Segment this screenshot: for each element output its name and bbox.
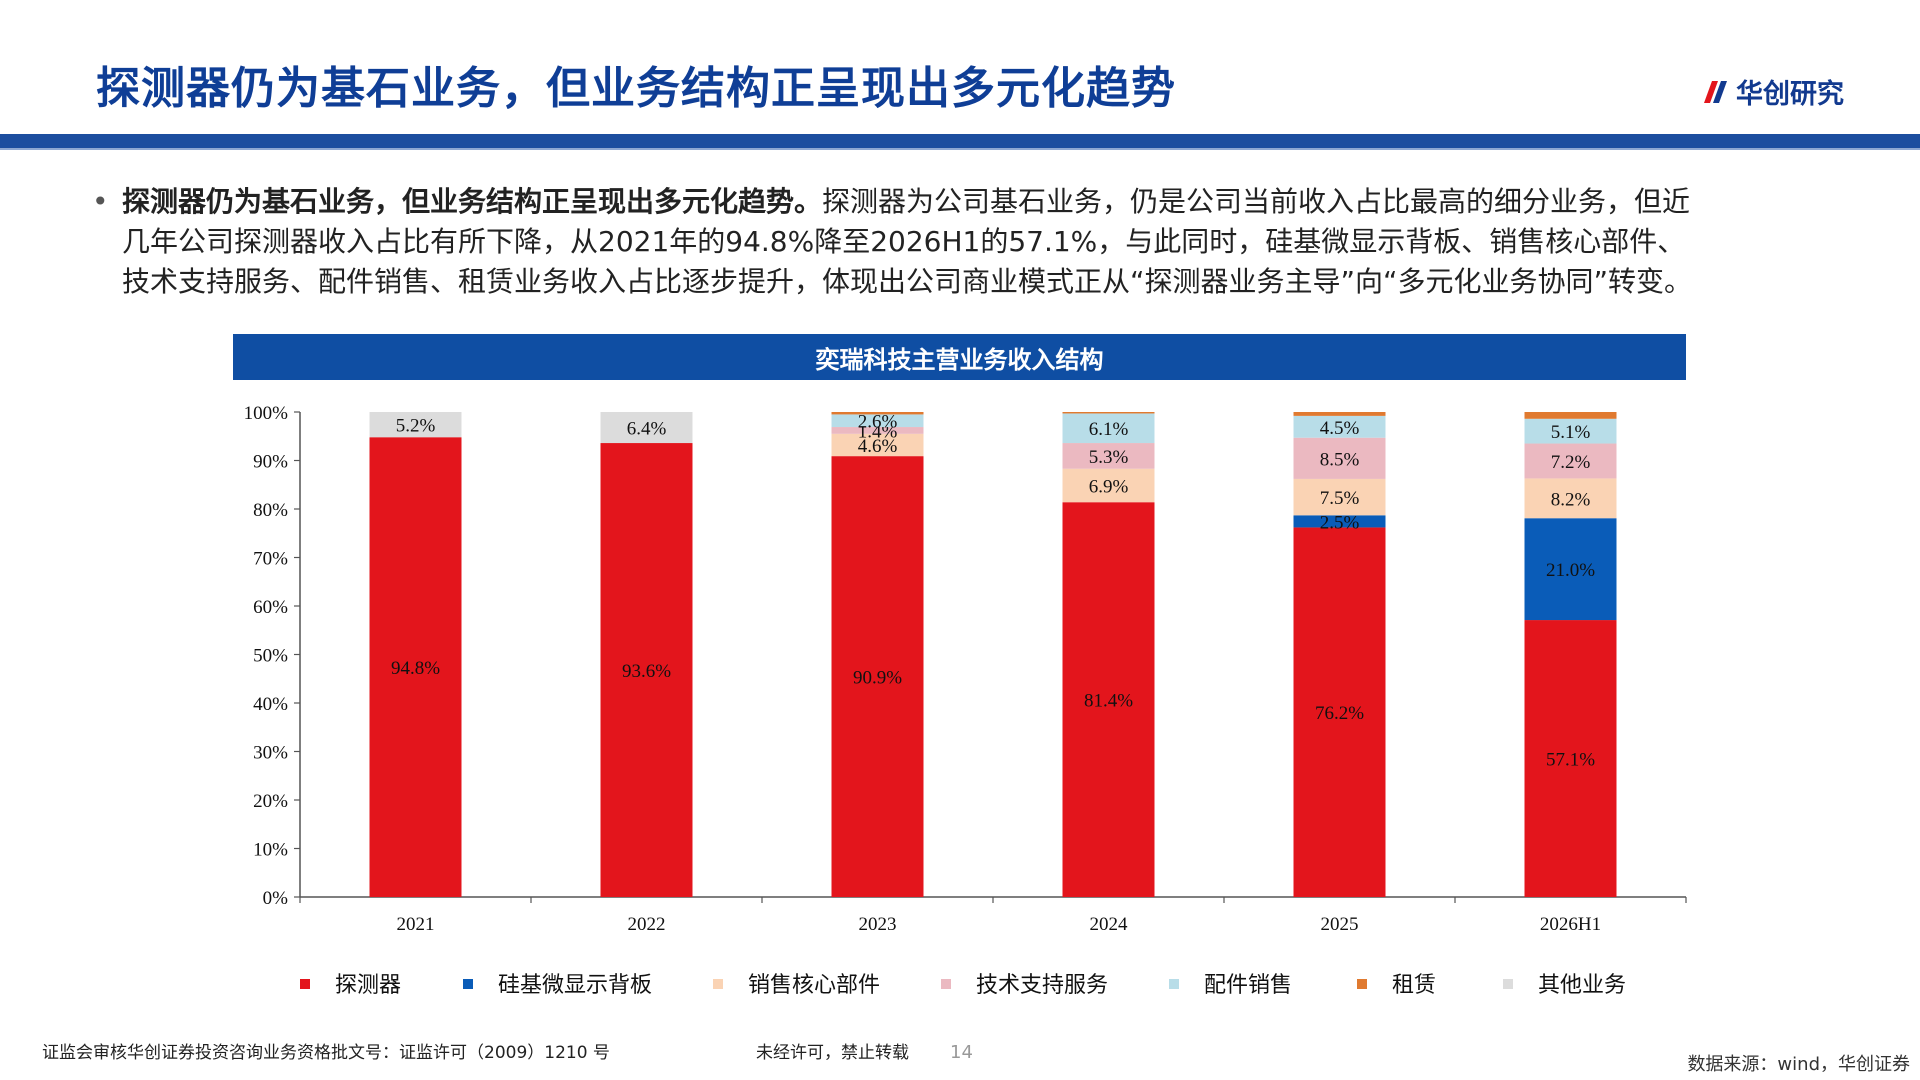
- legend-label: 配件销售: [1204, 973, 1292, 998]
- y-tick-label: 100%: [244, 403, 289, 424]
- bar-segment: [1293, 515, 1386, 528]
- bar-segment: [831, 456, 924, 897]
- legend-swatch: [713, 979, 723, 989]
- legend-label: 租赁: [1392, 973, 1436, 998]
- bar-segment: [1062, 413, 1155, 444]
- bar-segment: [1293, 412, 1386, 416]
- bar-segment: [1524, 418, 1617, 444]
- page-title: 探测器仍为基石业务，但业务结构正呈现出多元化趋势: [96, 63, 1176, 114]
- legend-swatch: [463, 979, 473, 989]
- y-tick-label: 70%: [253, 549, 288, 570]
- data-label: 94.8%: [391, 658, 440, 679]
- summary-bold: 探测器仍为基石业务，但业务结构正呈现出多元化趋势。: [122, 185, 823, 218]
- y-tick-label: 60%: [253, 597, 288, 618]
- legend-label: 其他业务: [1538, 973, 1626, 998]
- legend-label: 硅基微显示背板: [498, 973, 652, 998]
- bar-segment: [1062, 468, 1155, 503]
- data-label: 8.2%: [1551, 489, 1591, 510]
- x-tick-label: 2025: [1321, 914, 1359, 935]
- bar-segment: [600, 443, 693, 897]
- bar-segment: [600, 412, 693, 444]
- brand-logo-text: 华创研究: [1736, 79, 1844, 110]
- legend-label: 探测器: [335, 973, 401, 998]
- x-tick-label: 2022: [628, 914, 666, 935]
- stacked-bar-chart: 0% 10% 20% 30% 40% 50% 60% 70% 80% 90% 100% 94.8% 5.…: [244, 403, 1687, 998]
- bar-segment: [369, 437, 462, 897]
- summary-text: 探测器仍为基石业务，但业务结构正呈现出多元化趋势。探测器为公司基石业务，仍是公司…: [122, 182, 1712, 302]
- header-divider-bar: [0, 134, 1920, 148]
- data-label: 4.6%: [858, 436, 898, 457]
- y-tick-label: 80%: [253, 500, 288, 521]
- bar-segment: [1293, 527, 1386, 897]
- data-label: 5.1%: [1551, 422, 1591, 443]
- bar-segment: [1062, 502, 1155, 897]
- y-tick-label: 90%: [253, 452, 288, 473]
- data-source: 数据来源：wind，华创证券: [1687, 1054, 1910, 1075]
- bar-segment: [831, 427, 924, 434]
- x-tick-label: 2024: [1090, 914, 1129, 935]
- y-tick-label: 0%: [263, 888, 289, 909]
- data-label: 6.9%: [1089, 476, 1129, 497]
- bar-segment: [1062, 443, 1155, 469]
- legend-swatch: [941, 979, 951, 989]
- bar-segment: [831, 433, 924, 457]
- bar-segment: [831, 412, 924, 415]
- data-label: 5.2%: [396, 416, 436, 437]
- data-label: 93.6%: [622, 661, 671, 682]
- y-tick-label: 10%: [253, 840, 288, 861]
- bar-segment: [1524, 518, 1617, 621]
- header-divider-line: [0, 148, 1920, 150]
- y-tick-label: 40%: [253, 694, 288, 715]
- data-label: 81.4%: [1084, 691, 1133, 712]
- data-label: 8.5%: [1320, 449, 1360, 470]
- data-label: 2.5%: [1320, 512, 1360, 533]
- bar-segment: [369, 412, 462, 438]
- data-label: 76.2%: [1315, 703, 1364, 724]
- bar-segment: [1062, 412, 1155, 414]
- bullet-dot-icon: •: [92, 185, 109, 218]
- data-label: 21.0%: [1546, 560, 1595, 581]
- data-label: 7.5%: [1320, 488, 1360, 509]
- data-label: 6.4%: [627, 419, 667, 440]
- data-label: 57.1%: [1546, 750, 1595, 771]
- bar-segment: [1524, 620, 1617, 897]
- bar-segment: [1524, 478, 1617, 519]
- legend-swatch: [1357, 979, 1367, 989]
- license-note: 证监会审核华创证券投资咨询业务资格批文号：证监许可（2009）1210 号: [42, 1043, 610, 1063]
- data-label: 2.6%: [858, 412, 898, 433]
- legend-swatch: [1503, 979, 1513, 989]
- summary-body: 探测器为公司基石业务，仍是公司当前收入占比最高的细分业务，但近几年公司探测器收入…: [122, 185, 1693, 298]
- bar-segment: [831, 414, 924, 428]
- bar-segment: [1293, 437, 1386, 479]
- x-tick-label: 2023: [859, 914, 897, 935]
- y-tick-label: 50%: [253, 646, 288, 667]
- page-number: 14: [950, 1042, 973, 1063]
- data-label: 4.5%: [1320, 418, 1360, 439]
- bar-segment: [1524, 412, 1617, 419]
- x-tick-label: 2026H1: [1540, 914, 1601, 935]
- y-tick-label: 20%: [253, 791, 288, 812]
- data-label: 6.1%: [1089, 419, 1129, 440]
- chart-title: 奕瑞科技主营业务收入结构: [233, 334, 1686, 380]
- legend-swatch: [1169, 979, 1179, 989]
- legend-swatch: [300, 979, 310, 989]
- bar-segment: [1524, 443, 1617, 479]
- brand-logo-icon: [1704, 80, 1727, 103]
- reprint-notice: 未经许可，禁止转载: [756, 1043, 909, 1063]
- legend-label: 技术支持服务: [976, 973, 1108, 998]
- brand-logo: 华创研究: [1702, 72, 1844, 111]
- data-label: 90.9%: [853, 668, 902, 689]
- data-label: 7.2%: [1551, 452, 1591, 473]
- x-tick-label: 2021: [397, 914, 435, 935]
- legend-label: 销售核心部件: [748, 973, 880, 998]
- y-tick-label: 30%: [253, 743, 288, 764]
- bar-segment: [1293, 415, 1386, 438]
- bar-segment: [1293, 478, 1386, 516]
- data-label: 5.3%: [1089, 447, 1129, 468]
